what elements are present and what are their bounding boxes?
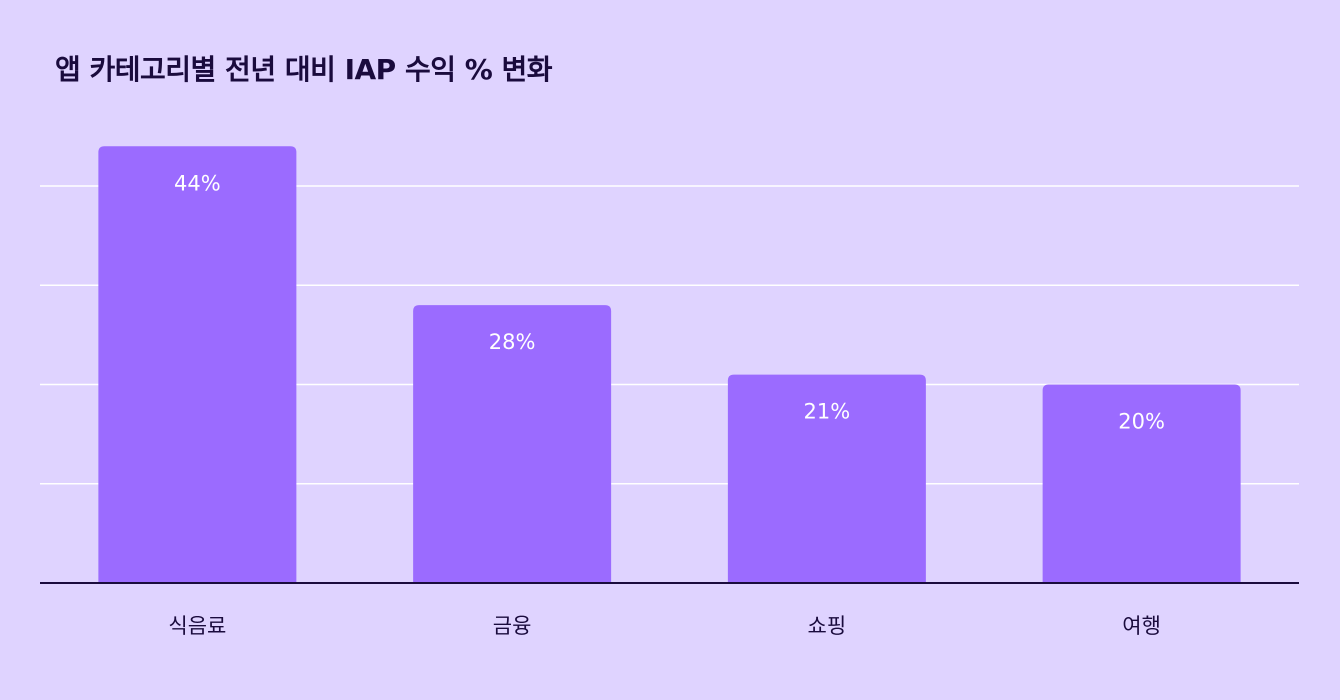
bars: [98, 146, 1241, 584]
bar-2: [413, 305, 612, 583]
bar-1: [98, 146, 297, 584]
data-label-3: 21%: [804, 400, 851, 424]
data-label-4: 20%: [1118, 410, 1165, 434]
x-tick-label-3: 쇼핑: [808, 614, 847, 638]
data-labels: 44% 28% 21% 20%: [174, 171, 1165, 433]
data-label-2: 28%: [489, 330, 536, 354]
x-tick-label-2: 금융: [493, 614, 532, 638]
chart-title: 앱 카테고리별 전년 대비 IAP 수익 % 변화: [55, 53, 553, 86]
x-tick-label-4: 여행: [1122, 614, 1161, 638]
x-tick-label-1: 식음료: [168, 614, 226, 638]
x-tick-labels: 식음료 금융 쇼핑 여행: [168, 614, 1161, 638]
bar-3: [727, 374, 926, 583]
data-label-1: 44%: [174, 171, 221, 195]
bar-4: [1042, 384, 1241, 583]
